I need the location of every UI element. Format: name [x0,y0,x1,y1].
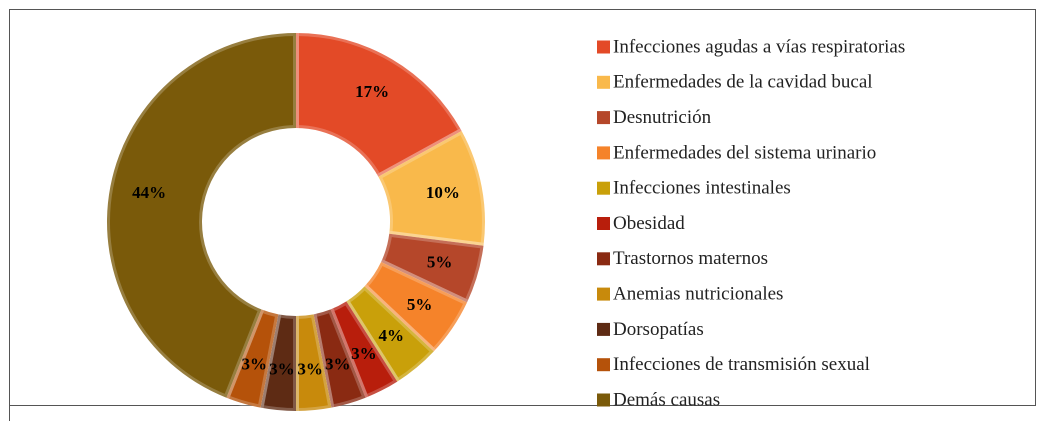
legend-label: Infecciones agudas a vías respiratorias [613,36,905,57]
slice [107,33,297,398]
legend-label: Enfermedades del sistema urinario [613,142,876,163]
frame [9,9,1036,406]
data-label: 44% [132,183,166,202]
legend-swatch [597,358,610,372]
legend-label: Desnutrición [613,107,712,128]
legend-label: Dorsopatías [613,319,704,340]
slice [296,33,462,177]
data-label: 3% [325,354,351,373]
legend-swatch [597,40,610,54]
legend-swatch [597,287,610,301]
data-label: 3% [297,360,323,379]
legend-swatch [597,252,610,266]
slice [378,130,485,246]
legend-swatch [597,217,610,230]
legend-label: Infecciones intestinales [613,178,791,199]
data-label: 5% [427,253,453,272]
legend-swatch [597,111,610,125]
slice [226,309,279,408]
slice-border [375,127,488,249]
slice [346,286,434,382]
slice-border [104,30,299,401]
slice-border [327,298,401,401]
slice-border [378,230,487,306]
legend-swatch [597,393,610,407]
slice-border [293,30,465,180]
data-label: 3% [351,344,377,363]
slice [330,301,398,398]
legend-swatch [597,146,610,160]
legend-swatch [597,322,610,336]
legend-swatch [597,75,610,89]
legend-label: Infecciones de transmisión sexual [613,354,870,375]
slice-border [361,259,471,355]
legend-label: Enfermedades de la cavidad bucal [613,72,873,93]
data-label: 5% [407,295,433,314]
data-label: 3% [269,360,295,379]
legend-swatch [597,181,610,195]
data-label: 4% [379,326,405,345]
legend-label: Anemias nutricionales [613,283,783,304]
data-label: 17% [355,82,389,101]
data-label: 3% [242,354,268,373]
data-label: 10% [426,183,460,202]
slice [296,314,332,411]
legend-label: Obesidad [613,213,685,234]
slice [364,262,468,352]
legend-label: Trastornos maternos [613,248,768,269]
slice [381,233,484,303]
slice [313,309,366,408]
legend-label: Demás causas [613,389,720,410]
slice [260,314,296,411]
